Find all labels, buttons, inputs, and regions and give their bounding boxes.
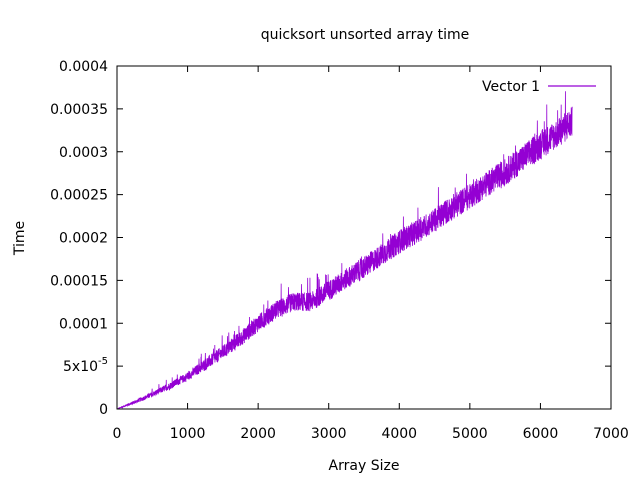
y-axis-label: Time — [12, 221, 28, 256]
y-tick-label: 0.0002 — [59, 231, 108, 247]
chart-title: quicksort unsorted array time — [261, 27, 470, 43]
plot-area — [116, 65, 612, 410]
y-tick-label: 0 — [99, 402, 108, 418]
x-tick-label: 6000 — [523, 426, 559, 442]
y-tick-label: 5x10-5 — [63, 356, 108, 375]
y-tick-label: 0.0004 — [59, 59, 108, 75]
series-line-vector-1 — [116, 91, 573, 410]
plot-frame — [116, 65, 612, 410]
y-tick-label: 0.0001 — [59, 316, 108, 332]
x-axis-label: Array Size — [329, 458, 400, 474]
x-tick-label: 1000 — [170, 426, 206, 442]
y-tick-label: 0.0003 — [59, 145, 108, 161]
x-tick-label: 0 — [113, 426, 122, 442]
y-axis: 0 5x10-5 0.0001 0.00015 0.0002 0.00025 0.0003 0… — [50, 59, 611, 418]
y-tick-label: 0.00025 — [50, 188, 108, 204]
y-tick-label: 0.00015 — [50, 273, 108, 289]
x-tick-label: 3000 — [311, 426, 347, 442]
x-tick-label: 7000 — [593, 426, 629, 442]
x-axis: 0 1000 2000 3000 4000 5000 6000 7000 — [113, 66, 629, 442]
legend-label-vector-1: Vector 1 — [482, 79, 540, 95]
x-tick-label: 2000 — [240, 426, 276, 442]
x-tick-label: 4000 — [381, 426, 417, 442]
y-tick-label: 0.00035 — [50, 102, 108, 118]
legend: Vector 1 — [482, 79, 596, 95]
series-layer — [116, 91, 573, 410]
x-tick-label: 5000 — [452, 426, 488, 442]
